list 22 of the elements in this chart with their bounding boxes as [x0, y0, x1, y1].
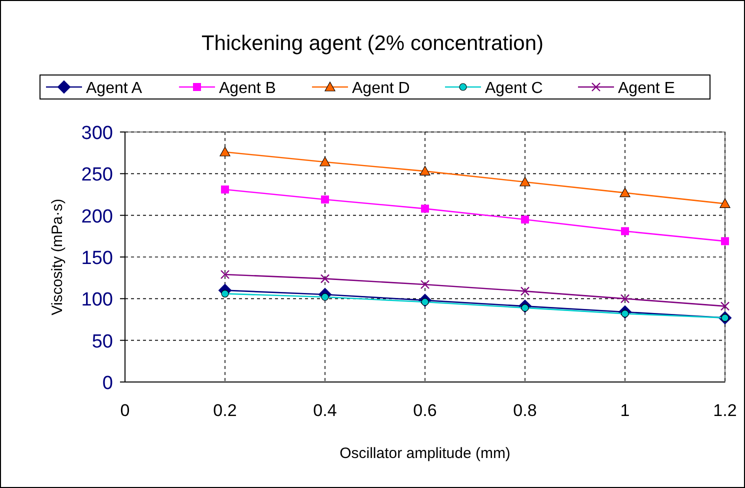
legend-label: Agent A — [86, 80, 142, 97]
y-tick-label: 50 — [92, 331, 113, 352]
x-tick-label: 0.8 — [513, 401, 537, 420]
x-axis-title: Oscillator amplitude (mm) — [340, 445, 510, 462]
legend-label: Agent E — [618, 80, 675, 97]
x-tick-label: 0.2 — [213, 401, 237, 420]
y-tick-label: 100 — [81, 290, 113, 311]
y-tick-label: 0 — [102, 373, 113, 394]
x-tick-label: 1 — [620, 401, 630, 420]
legend-label: Agent B — [219, 80, 276, 97]
chart-title: Thickening agent (2% concentration) — [201, 32, 544, 55]
x-tick-label: 0.6 — [413, 401, 437, 420]
y-tick-label: 150 — [81, 248, 113, 269]
x-tick-label: 1.2 — [713, 401, 737, 420]
x-tick-label: 0.4 — [313, 401, 337, 420]
y-tick-label: 250 — [81, 164, 113, 186]
legend-label: Agent C — [485, 80, 543, 97]
y-tick-label: 300 — [81, 123, 113, 144]
legend-label: Agent D — [352, 80, 410, 97]
y-axis-title: Viscosity (mPa·s) — [49, 198, 66, 316]
x-tick-label: 0 — [120, 401, 130, 420]
y-tick-label: 200 — [81, 206, 113, 228]
